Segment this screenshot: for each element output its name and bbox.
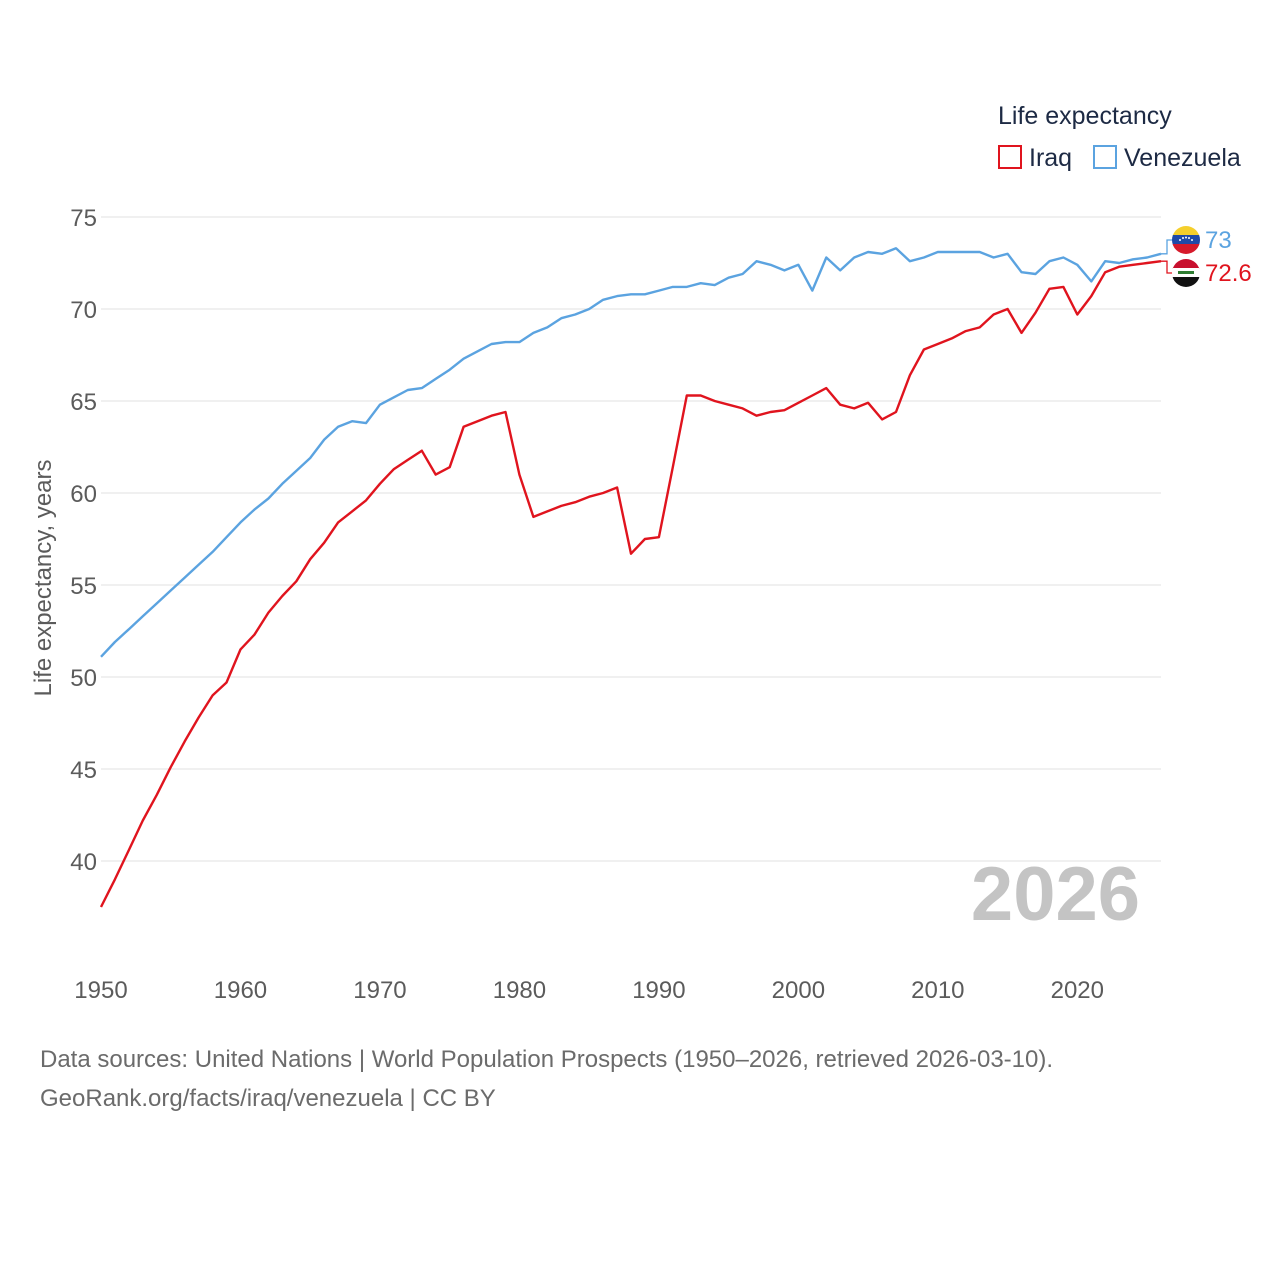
x-tick-label: 2000 xyxy=(772,977,825,1004)
gridlines xyxy=(101,216,1161,862)
venezuela-flag-icon xyxy=(1172,226,1200,254)
y-tick-label: 50 xyxy=(70,665,97,692)
x-tick-label: 1980 xyxy=(493,977,546,1004)
x-tick-label: 1970 xyxy=(353,977,406,1004)
x-axis-ticks: 1950 1960 1970 1980 1990 2000 2010 2020 xyxy=(74,977,1104,1004)
y-axis-label: Life expectancy, years xyxy=(30,459,57,696)
source-line-1: Data sources: United Nations | World Pop… xyxy=(40,1046,1054,1073)
legend-title: Life expectancy xyxy=(998,102,1172,130)
y-tick-label: 40 xyxy=(70,849,97,876)
end-connector-iraq xyxy=(1161,260,1173,274)
source-line-2: GeoRank.org/facts/iraq/venezuela | CC BY xyxy=(40,1085,496,1112)
legend-swatch-iraq xyxy=(998,145,1022,169)
y-tick-label: 60 xyxy=(70,481,97,508)
series-line-iraq xyxy=(99,260,1162,908)
end-labels: 72.6 73 xyxy=(1205,227,1252,287)
x-tick-label: 2020 xyxy=(1051,977,1104,1004)
end-value-label-iraq: 72.6 xyxy=(1205,260,1252,287)
end-label-connectors xyxy=(1161,239,1173,274)
y-tick-label: 55 xyxy=(70,573,97,600)
end-connector-venezuela xyxy=(1161,239,1173,255)
y-axis-ticks: 40 45 50 55 60 65 70 75 xyxy=(70,205,97,876)
legend-swatch-venezuela xyxy=(1093,145,1117,169)
y-tick-label: 65 xyxy=(70,389,97,416)
end-value-label-venezuela: 73 xyxy=(1205,227,1232,254)
x-tick-label: 1990 xyxy=(632,977,685,1004)
legend-label-venezuela[interactable]: Venezuela xyxy=(1124,144,1241,172)
iraq-flag-icon xyxy=(1172,259,1200,287)
legend-label-iraq[interactable]: Iraq xyxy=(1029,144,1072,172)
current-year-label: 2026 xyxy=(971,852,1140,937)
y-tick-label: 45 xyxy=(70,757,97,784)
y-tick-label: 70 xyxy=(70,297,97,324)
legend: Life expectancy Iraq Venezuela xyxy=(998,102,1241,172)
y-tick-label: 75 xyxy=(70,205,97,232)
x-tick-label: 2010 xyxy=(911,977,964,1004)
x-tick-label: 1960 xyxy=(214,977,267,1004)
x-tick-label: 1950 xyxy=(74,977,127,1004)
series-line-venezuela xyxy=(100,247,1162,658)
series-lines xyxy=(99,247,1162,908)
